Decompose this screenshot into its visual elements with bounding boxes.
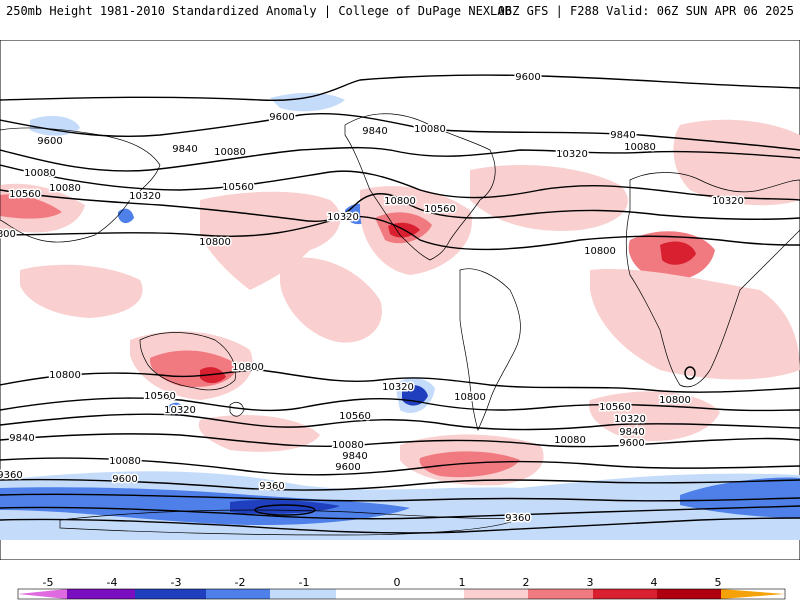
contour-label: 9600 bbox=[619, 438, 644, 449]
contour-label-layer: 9600 9600 9600 9840 9840 10080 10080 100… bbox=[0, 71, 745, 526]
contour-label: 10320 bbox=[129, 191, 161, 202]
contour-label: 10560 bbox=[339, 411, 371, 422]
contour-label: 10800 bbox=[454, 392, 486, 403]
positive-anomaly-tasman bbox=[198, 415, 320, 452]
contour-label: 10320 bbox=[556, 149, 588, 160]
positive-anomaly-south-indian bbox=[589, 391, 720, 442]
contour-label: 10800 bbox=[49, 370, 81, 381]
contour-label: 9840 bbox=[172, 144, 197, 155]
colorbar-tick: -1 bbox=[299, 576, 310, 589]
colorbar-bins bbox=[17, 588, 786, 600]
negative-anomaly-se-antarctic bbox=[680, 477, 800, 518]
contour-label: 9600 bbox=[335, 462, 360, 473]
contour-label: 10320 bbox=[164, 405, 196, 416]
contour-label: 10080 bbox=[109, 456, 141, 467]
colorbar-tick: 2 bbox=[523, 576, 530, 589]
colorbar-bin-pos3 bbox=[593, 589, 657, 599]
positive-anomaly-indian-ocean bbox=[20, 264, 143, 318]
contour-label: 9360 bbox=[505, 513, 530, 524]
colorbar-bin-neg1 bbox=[270, 589, 336, 599]
positive-anomaly-south-atlantic-core bbox=[419, 451, 520, 478]
colorbar-bin-pos2 bbox=[528, 589, 593, 599]
negative-anomaly-north-pacific bbox=[270, 92, 345, 112]
anomaly-shading bbox=[0, 92, 800, 540]
colorbar-bin-neg4 bbox=[67, 589, 135, 599]
map-title: 250mb Height 1981-2010 Standardized Anom… bbox=[6, 4, 512, 18]
colorbar-bin-neg5 bbox=[18, 589, 67, 599]
colorbar-bin-pos1 bbox=[464, 589, 528, 599]
contour-label: 10800 bbox=[232, 362, 264, 373]
positive-anomaly-atlantic bbox=[470, 165, 628, 231]
contour-label: 9840 bbox=[342, 451, 367, 462]
colorbar-tick: 4 bbox=[651, 576, 658, 589]
contour-label: 9600 bbox=[37, 136, 62, 147]
contour-label: 10560 bbox=[222, 182, 254, 193]
negative-anomaly-antarctic bbox=[0, 487, 410, 526]
colorbar-tick-labels: -5 -4 -3 -2 -1 0 1 2 3 4 5 bbox=[43, 576, 722, 589]
contour-label: 9600 bbox=[269, 112, 294, 123]
positive-anomaly-north-pacific bbox=[200, 191, 341, 290]
positive-anomaly-west-asia-core bbox=[0, 194, 62, 219]
colorbar-bin-pos5 bbox=[721, 589, 785, 599]
contour-label: 10080 bbox=[24, 168, 56, 179]
contour-label: 9840 bbox=[362, 126, 387, 137]
contour-label: 10320 bbox=[712, 196, 744, 207]
contour-label: 10080 bbox=[554, 435, 586, 446]
negative-anomaly-north-atlantic bbox=[30, 115, 80, 136]
contour-label: 9360 bbox=[259, 481, 284, 492]
contour-label: 10080 bbox=[49, 183, 81, 194]
contour-label: 9840 bbox=[9, 433, 34, 444]
colorbar-bin-zero bbox=[336, 589, 464, 599]
contour-label: 10080 bbox=[414, 124, 446, 135]
anomaly-map: 9600 9600 9600 9840 9840 10080 10080 100… bbox=[0, 39, 800, 561]
positive-anomaly-north-africa-core bbox=[660, 241, 696, 265]
contour-label: 9840 bbox=[610, 130, 635, 141]
contour-label: 10560 bbox=[424, 204, 456, 215]
colorbar-tick: -2 bbox=[235, 576, 246, 589]
colorbar-bin-neg3 bbox=[135, 589, 206, 599]
contour-label: 9360 bbox=[0, 470, 23, 481]
contour-label: 10320 bbox=[382, 382, 414, 393]
model-valid-time: 06Z GFS | F288 Valid: 06Z SUN APR 06 202… bbox=[497, 4, 794, 18]
contour-label: 10320 bbox=[327, 212, 359, 223]
contour-label: 10320 bbox=[614, 414, 646, 425]
negative-anomaly-japan bbox=[118, 208, 134, 224]
height-contours bbox=[0, 74, 800, 534]
colorbar-tick: -5 bbox=[43, 576, 54, 589]
colorbar-tick: -3 bbox=[171, 576, 182, 589]
contour-label: 10560 bbox=[599, 402, 631, 413]
contour-label: 10800 bbox=[0, 229, 16, 240]
colorbar-tick: -4 bbox=[107, 576, 118, 589]
positive-anomaly-central-pacific bbox=[280, 257, 382, 343]
anomaly-colorbar: -5 -4 -3 -2 -1 0 1 2 3 4 5 bbox=[0, 576, 800, 600]
contour-label: 10080 bbox=[214, 147, 246, 158]
colorbar-tick: 1 bbox=[459, 576, 466, 589]
colorbar-tick: 0 bbox=[394, 576, 401, 589]
contour-label: 10560 bbox=[144, 391, 176, 402]
contour-label: 10080 bbox=[332, 440, 364, 451]
contour-label: 10800 bbox=[384, 196, 416, 207]
contour-label: 9600 bbox=[112, 474, 137, 485]
positive-anomaly-australia-core bbox=[200, 367, 226, 384]
contour-label: 10560 bbox=[9, 189, 41, 200]
negative-anomaly-south-australia bbox=[168, 402, 184, 416]
colorbar-tick: 3 bbox=[587, 576, 594, 589]
contour-label: 10080 bbox=[624, 142, 656, 153]
contour-label: 9600 bbox=[515, 72, 540, 83]
contour-label: 9840 bbox=[619, 427, 644, 438]
coastlines bbox=[0, 113, 800, 536]
contour-label: 10800 bbox=[584, 246, 616, 257]
colorbar-bin-pos4 bbox=[657, 589, 721, 599]
colorbar-bin-neg2 bbox=[206, 589, 270, 599]
contour-label: 10800 bbox=[659, 395, 691, 406]
contour-label: 10800 bbox=[199, 237, 231, 248]
colorbar-tick: 5 bbox=[715, 576, 722, 589]
